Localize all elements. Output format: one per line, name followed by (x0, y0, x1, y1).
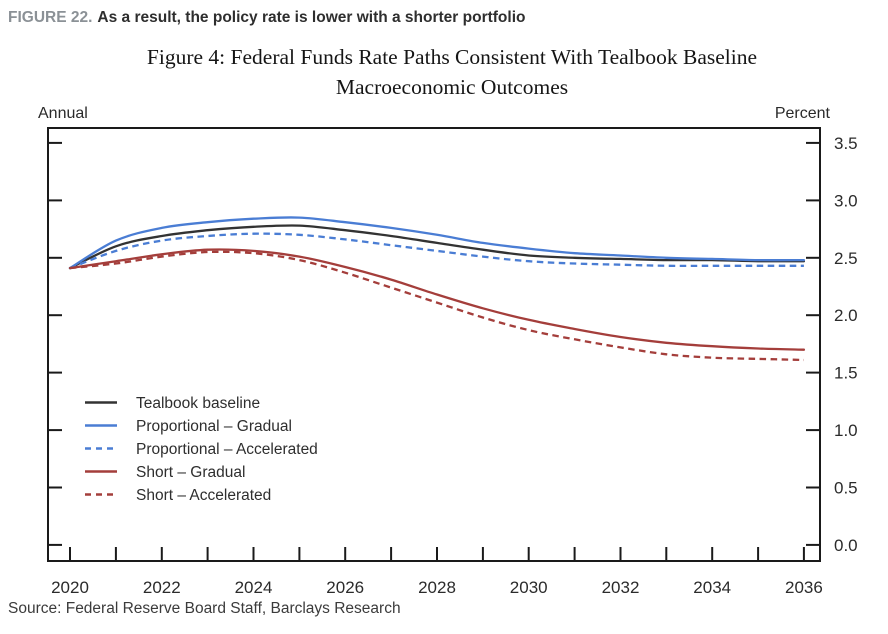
axis-unit-left: Annual (38, 105, 88, 122)
axis-unit-right: Percent (774, 105, 830, 122)
x-tick-label: 2036 (785, 578, 823, 597)
y-tick-label: 3.5 (834, 134, 858, 153)
legend-label: Proportional – Accelerated (136, 441, 318, 458)
y-tick-label: 2.0 (834, 306, 858, 325)
series-line-short-gradual (68, 248, 806, 351)
source-note: Source: Federal Reserve Board Staff, Bar… (8, 600, 401, 617)
x-tick-label: 2034 (693, 578, 731, 597)
y-tick-label: 1.5 (834, 364, 858, 383)
series-line-tealbook-baseline (68, 224, 806, 270)
plot-frame (47, 127, 821, 562)
series-line-proportional-accelerated (69, 232, 804, 270)
x-tick-label: 2026 (326, 578, 364, 597)
y-tick-label: 0.5 (834, 479, 858, 498)
chart-title-line1: Figure 4: Federal Funds Rate Paths Consi… (146, 45, 758, 69)
y-tick-label: 2.5 (834, 249, 858, 268)
chart-title: Figure 4: Federal Funds Rate Paths Consi… (16, 42, 888, 102)
chart-title-line2: Macroeconomic Outcomes (335, 75, 569, 99)
series-line-short-accelerated (69, 250, 804, 362)
y-tick-label: 1.0 (834, 421, 858, 440)
figure-header: FIGURE 22. As a result, the policy rate i… (8, 8, 868, 28)
x-tick-label: 2020 (51, 578, 89, 597)
x-tick-label: 2028 (418, 578, 456, 597)
figure-number-label: FIGURE 22. (8, 9, 93, 26)
legend-label: Short – Gradual (136, 464, 245, 481)
series-line-proportional-gradual (68, 216, 806, 270)
figure-headline: As a result, the policy rate is lower wi… (97, 9, 526, 26)
x-tick-label: 2024 (235, 578, 273, 597)
legend-label: Proportional – Gradual (136, 418, 292, 435)
y-tick-label: 0.0 (834, 536, 858, 555)
legend-label: Short – Accelerated (136, 487, 271, 504)
x-tick-label: 2022 (143, 578, 181, 597)
legend-label: Tealbook baseline (136, 395, 260, 412)
y-tick-label: 3.0 (834, 191, 858, 210)
x-tick-label: 2030 (510, 578, 548, 597)
x-tick-label: 2032 (602, 578, 640, 597)
